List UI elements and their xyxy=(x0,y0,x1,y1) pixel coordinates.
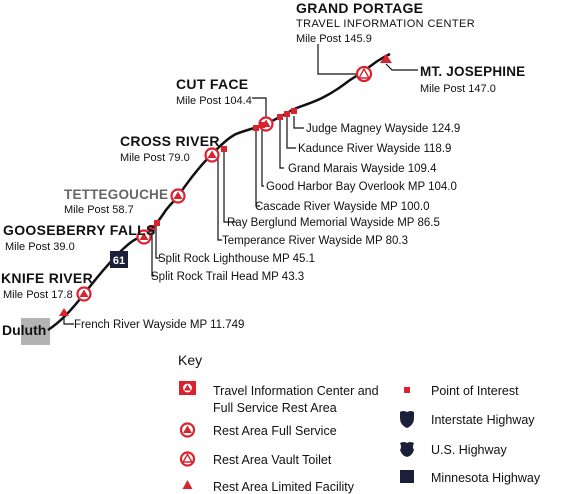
grand-marais-poi xyxy=(277,114,283,120)
rest-area-limited-icon xyxy=(182,480,193,489)
key-limited-label: Rest Area Limited Facility xyxy=(213,480,355,494)
temperance-label: Temperance River Wayside MP 80.3 xyxy=(222,235,408,247)
key-travel-info-label-2: Full Service Rest Area xyxy=(213,401,337,415)
cut-face-mp: Mile Post 104.4 xyxy=(176,95,252,107)
ray-berglund-poi xyxy=(221,146,227,152)
point-of-interest-icon xyxy=(404,387,410,393)
grand-portage-name: GRAND PORTAGE xyxy=(296,0,423,16)
grand-marais-label: Grand Marais Wayside 109.4 xyxy=(288,163,437,175)
minnesota-highway-icon xyxy=(400,470,414,483)
key-title: Key xyxy=(178,352,202,368)
duluth-label: Duluth xyxy=(2,322,46,338)
us-highway-shield-icon xyxy=(400,442,414,457)
cascade-poi xyxy=(253,125,259,131)
split-rock-lighthouse-label: Split Rock Lighthouse MP 45.1 xyxy=(158,253,315,265)
knife-river-marker xyxy=(76,286,92,302)
mt-josephine-name: MT. JOSEPHINE xyxy=(420,64,525,79)
key-full-service-label: Rest Area Full Service xyxy=(213,424,337,438)
cross-river-mp: Mile Post 79.0 xyxy=(120,152,190,164)
gooseberry-marker xyxy=(136,229,152,245)
grand-portage-marker xyxy=(355,65,373,83)
mt-josephine-marker xyxy=(380,54,392,63)
key-vault-toilet-label: Rest Area Vault Toilet xyxy=(213,453,332,467)
grand-portage-sub: TRAVEL INFORMATION CENTER xyxy=(296,18,475,30)
rest-area-vault-toilet-icon xyxy=(179,451,196,467)
cross-river-name: CROSS RIVER xyxy=(120,133,220,149)
split-rock-trail-poi xyxy=(149,225,155,231)
duluth-box xyxy=(21,318,50,345)
key-interstate-label: Interstate Highway xyxy=(431,413,535,427)
highway-61-number: 61 xyxy=(113,255,125,267)
key-travel-info-label: Travel Information Center and xyxy=(213,384,379,398)
key-mn-highway-label: Minnesota Highway xyxy=(431,471,541,485)
interstate-shield-icon xyxy=(400,411,414,428)
knife-river-mp: Mile Post 17.8 xyxy=(3,289,73,301)
mt-josephine-mp: Mile Post 147.0 xyxy=(420,83,496,95)
highway-61-route xyxy=(47,52,391,332)
kadunce-poi xyxy=(284,111,290,117)
tettegouche-name: TETTEGOUCHE xyxy=(64,187,168,202)
cross-river-marker xyxy=(204,147,220,163)
route-markers xyxy=(59,54,392,316)
key-us-highway-label: U.S. Highway xyxy=(431,443,507,457)
highway-61-shield: 61 xyxy=(110,251,128,268)
good-harbor-label: Good Harbor Bay Overlook MP 104.0 xyxy=(266,181,457,193)
split-rock-trail-label: Split Rock Trail Head MP 43.3 xyxy=(151,271,304,283)
ray-berglund-label: Ray Berglund Memorial Wayside MP 86.5 xyxy=(227,217,440,229)
good-harbor-poi xyxy=(259,122,265,128)
map-key: Key Travel Information Center and Full S… xyxy=(178,352,541,494)
judge-magney-poi xyxy=(291,108,297,114)
tettegouche-mp: Mile Post 58.7 xyxy=(64,204,134,216)
gooseberry-mp: Mile Post 39.0 xyxy=(5,241,75,253)
cascade-label: Cascade River Wayside MP 100.0 xyxy=(255,201,430,213)
travel-info-center-icon xyxy=(179,381,196,395)
kadunce-label: Kadunce River Wayside 118.9 xyxy=(298,143,451,155)
rest-area-full-service-icon xyxy=(179,422,196,438)
tettegouche-marker xyxy=(170,188,186,204)
cut-face-name: CUT FACE xyxy=(176,76,248,92)
grand-portage-mp: Mile Post 145.9 xyxy=(296,33,372,45)
french-river-marker xyxy=(59,308,69,316)
split-rock-lighthouse-poi xyxy=(154,220,160,226)
key-poi-label: Point of Interest xyxy=(431,384,519,398)
knife-river-name: KNIFE RIVER xyxy=(1,270,93,286)
gooseberry-name: GOOSEBERRY FALLS xyxy=(3,222,156,238)
french-river-label: French River Wayside MP 11.749 xyxy=(74,319,244,331)
leader-lines xyxy=(63,44,418,325)
judge-magney-label: Judge Magney Wayside 124.9 xyxy=(306,123,460,135)
